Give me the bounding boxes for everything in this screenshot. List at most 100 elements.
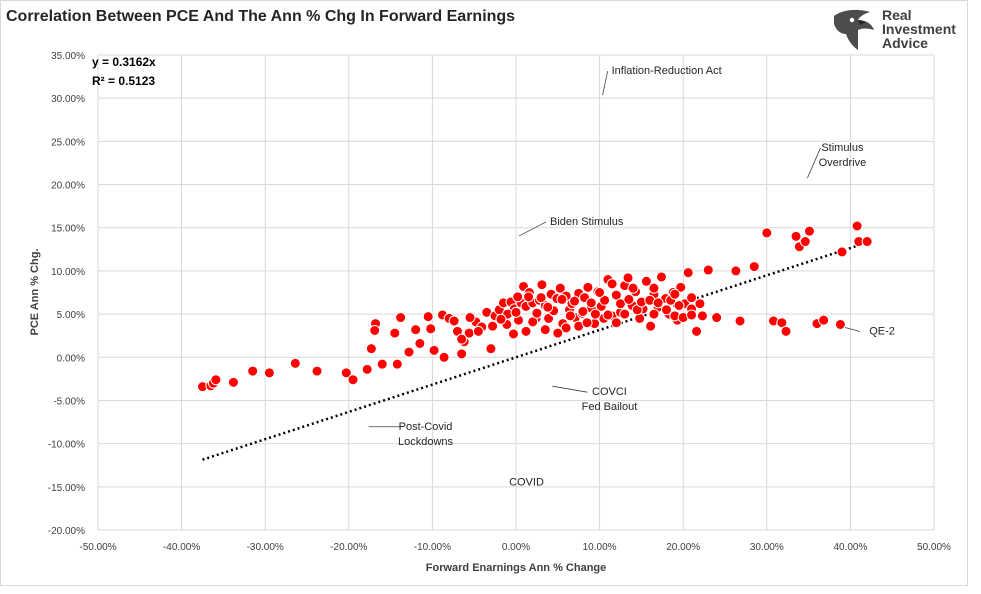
data-point — [569, 295, 581, 307]
data-point — [527, 316, 539, 328]
x-tick-label: -50.00% — [79, 542, 116, 553]
data-point — [675, 281, 687, 293]
data-point — [456, 333, 468, 345]
brand-line: Real — [882, 7, 912, 23]
data-point — [818, 314, 830, 326]
data-point — [560, 322, 572, 334]
y-tick-label: 5.00% — [57, 310, 85, 321]
data-point — [790, 230, 802, 242]
data-point — [648, 282, 660, 294]
annotation-label: COVCI — [592, 386, 627, 398]
data-point — [495, 313, 507, 325]
annotation-label: Overdrive — [819, 157, 867, 169]
data-point — [589, 308, 601, 320]
data-point — [389, 327, 401, 339]
annotations: Inflation-Reduction Act Stimulus Overdrive… — [368, 65, 895, 489]
data-point — [623, 293, 635, 305]
data-point — [539, 324, 551, 336]
x-tick-label: 0.00% — [502, 542, 530, 553]
data-point — [610, 317, 622, 329]
data-point — [487, 320, 499, 332]
data-point — [210, 374, 222, 386]
data-point — [776, 317, 788, 329]
data-point — [564, 310, 576, 322]
data-point — [585, 297, 597, 309]
data-point — [702, 264, 714, 276]
data-point — [582, 281, 594, 293]
regression-r-squared: R² = 0.5123 — [92, 74, 155, 88]
data-point — [523, 291, 535, 303]
data-point — [347, 374, 359, 386]
y-tick-label: 0.00% — [57, 353, 85, 364]
data-point — [734, 315, 746, 327]
data-point — [263, 367, 275, 379]
data-point — [510, 306, 522, 318]
data-point — [365, 343, 377, 355]
data-point — [425, 323, 437, 335]
data-point — [594, 287, 606, 298]
data-point — [861, 236, 873, 248]
data-point — [464, 312, 476, 324]
data-point — [836, 246, 848, 258]
data-point — [711, 312, 723, 324]
data-point — [730, 265, 742, 277]
annotation-label: QE-2 — [869, 325, 895, 337]
data-point — [622, 272, 634, 284]
data-point — [606, 278, 618, 290]
data-point — [686, 292, 698, 304]
y-tick-label: 35.00% — [51, 51, 85, 62]
data-points — [197, 220, 873, 393]
x-tick-label: 50.00% — [917, 542, 951, 553]
data-point — [438, 351, 450, 363]
data-point — [361, 363, 373, 375]
x-tick-label: -40.00% — [163, 542, 200, 553]
data-point — [669, 288, 681, 300]
data-point — [619, 308, 631, 320]
annotation-label: Fed Bailout — [582, 401, 638, 413]
data-point — [851, 220, 863, 232]
data-point — [535, 292, 547, 304]
annotation-label: Stimulus — [821, 142, 864, 154]
y-tick-label: -10.00% — [48, 440, 85, 451]
data-point — [577, 306, 589, 317]
data-point — [780, 325, 792, 337]
data-point — [340, 367, 352, 379]
y-tick-label: -20.00% — [48, 526, 85, 537]
data-point — [472, 325, 484, 337]
trendline — [202, 242, 864, 461]
annotation-label: Inflation-Reduction Act — [612, 65, 722, 77]
data-point — [536, 279, 548, 291]
y-axis-title: PCE Ann % Chg. — [29, 249, 41, 336]
annotation-leader-line — [552, 385, 588, 393]
data-point — [376, 358, 388, 370]
data-point — [410, 324, 422, 336]
x-tick-label: 10.00% — [583, 542, 617, 553]
data-point — [247, 365, 259, 377]
brand-line: Investment — [882, 21, 956, 37]
data-point — [542, 301, 554, 313]
x-tick-label: -30.00% — [247, 542, 284, 553]
data-point — [227, 376, 239, 388]
data-point — [655, 271, 667, 283]
data-point — [648, 308, 660, 320]
annotation-leader-line — [518, 221, 547, 237]
x-tick-label: -10.00% — [414, 542, 451, 553]
data-point — [694, 298, 706, 310]
y-tick-label: 20.00% — [51, 181, 85, 192]
y-tick-labels: 35.00% 30.00% 25.00% 20.00% 15.00% 10.00% 5.00… — [48, 51, 85, 537]
brand-line: Advice — [882, 35, 928, 51]
x-tick-label: -20.00% — [330, 542, 367, 553]
data-point — [581, 317, 593, 329]
data-point — [428, 344, 440, 356]
data-point — [640, 275, 652, 287]
annotation-label: Biden Stimulus — [550, 216, 624, 228]
annotation-label: Post-Covid — [399, 421, 453, 433]
data-point — [556, 293, 568, 305]
chart-frame — [0, 0, 968, 586]
data-point — [456, 348, 468, 360]
y-tick-label: 15.00% — [51, 224, 85, 235]
data-point — [602, 309, 614, 321]
y-tick-label: 30.00% — [51, 94, 85, 105]
chart-title: Correlation Between PCE And The Ann % Ch… — [6, 8, 516, 25]
